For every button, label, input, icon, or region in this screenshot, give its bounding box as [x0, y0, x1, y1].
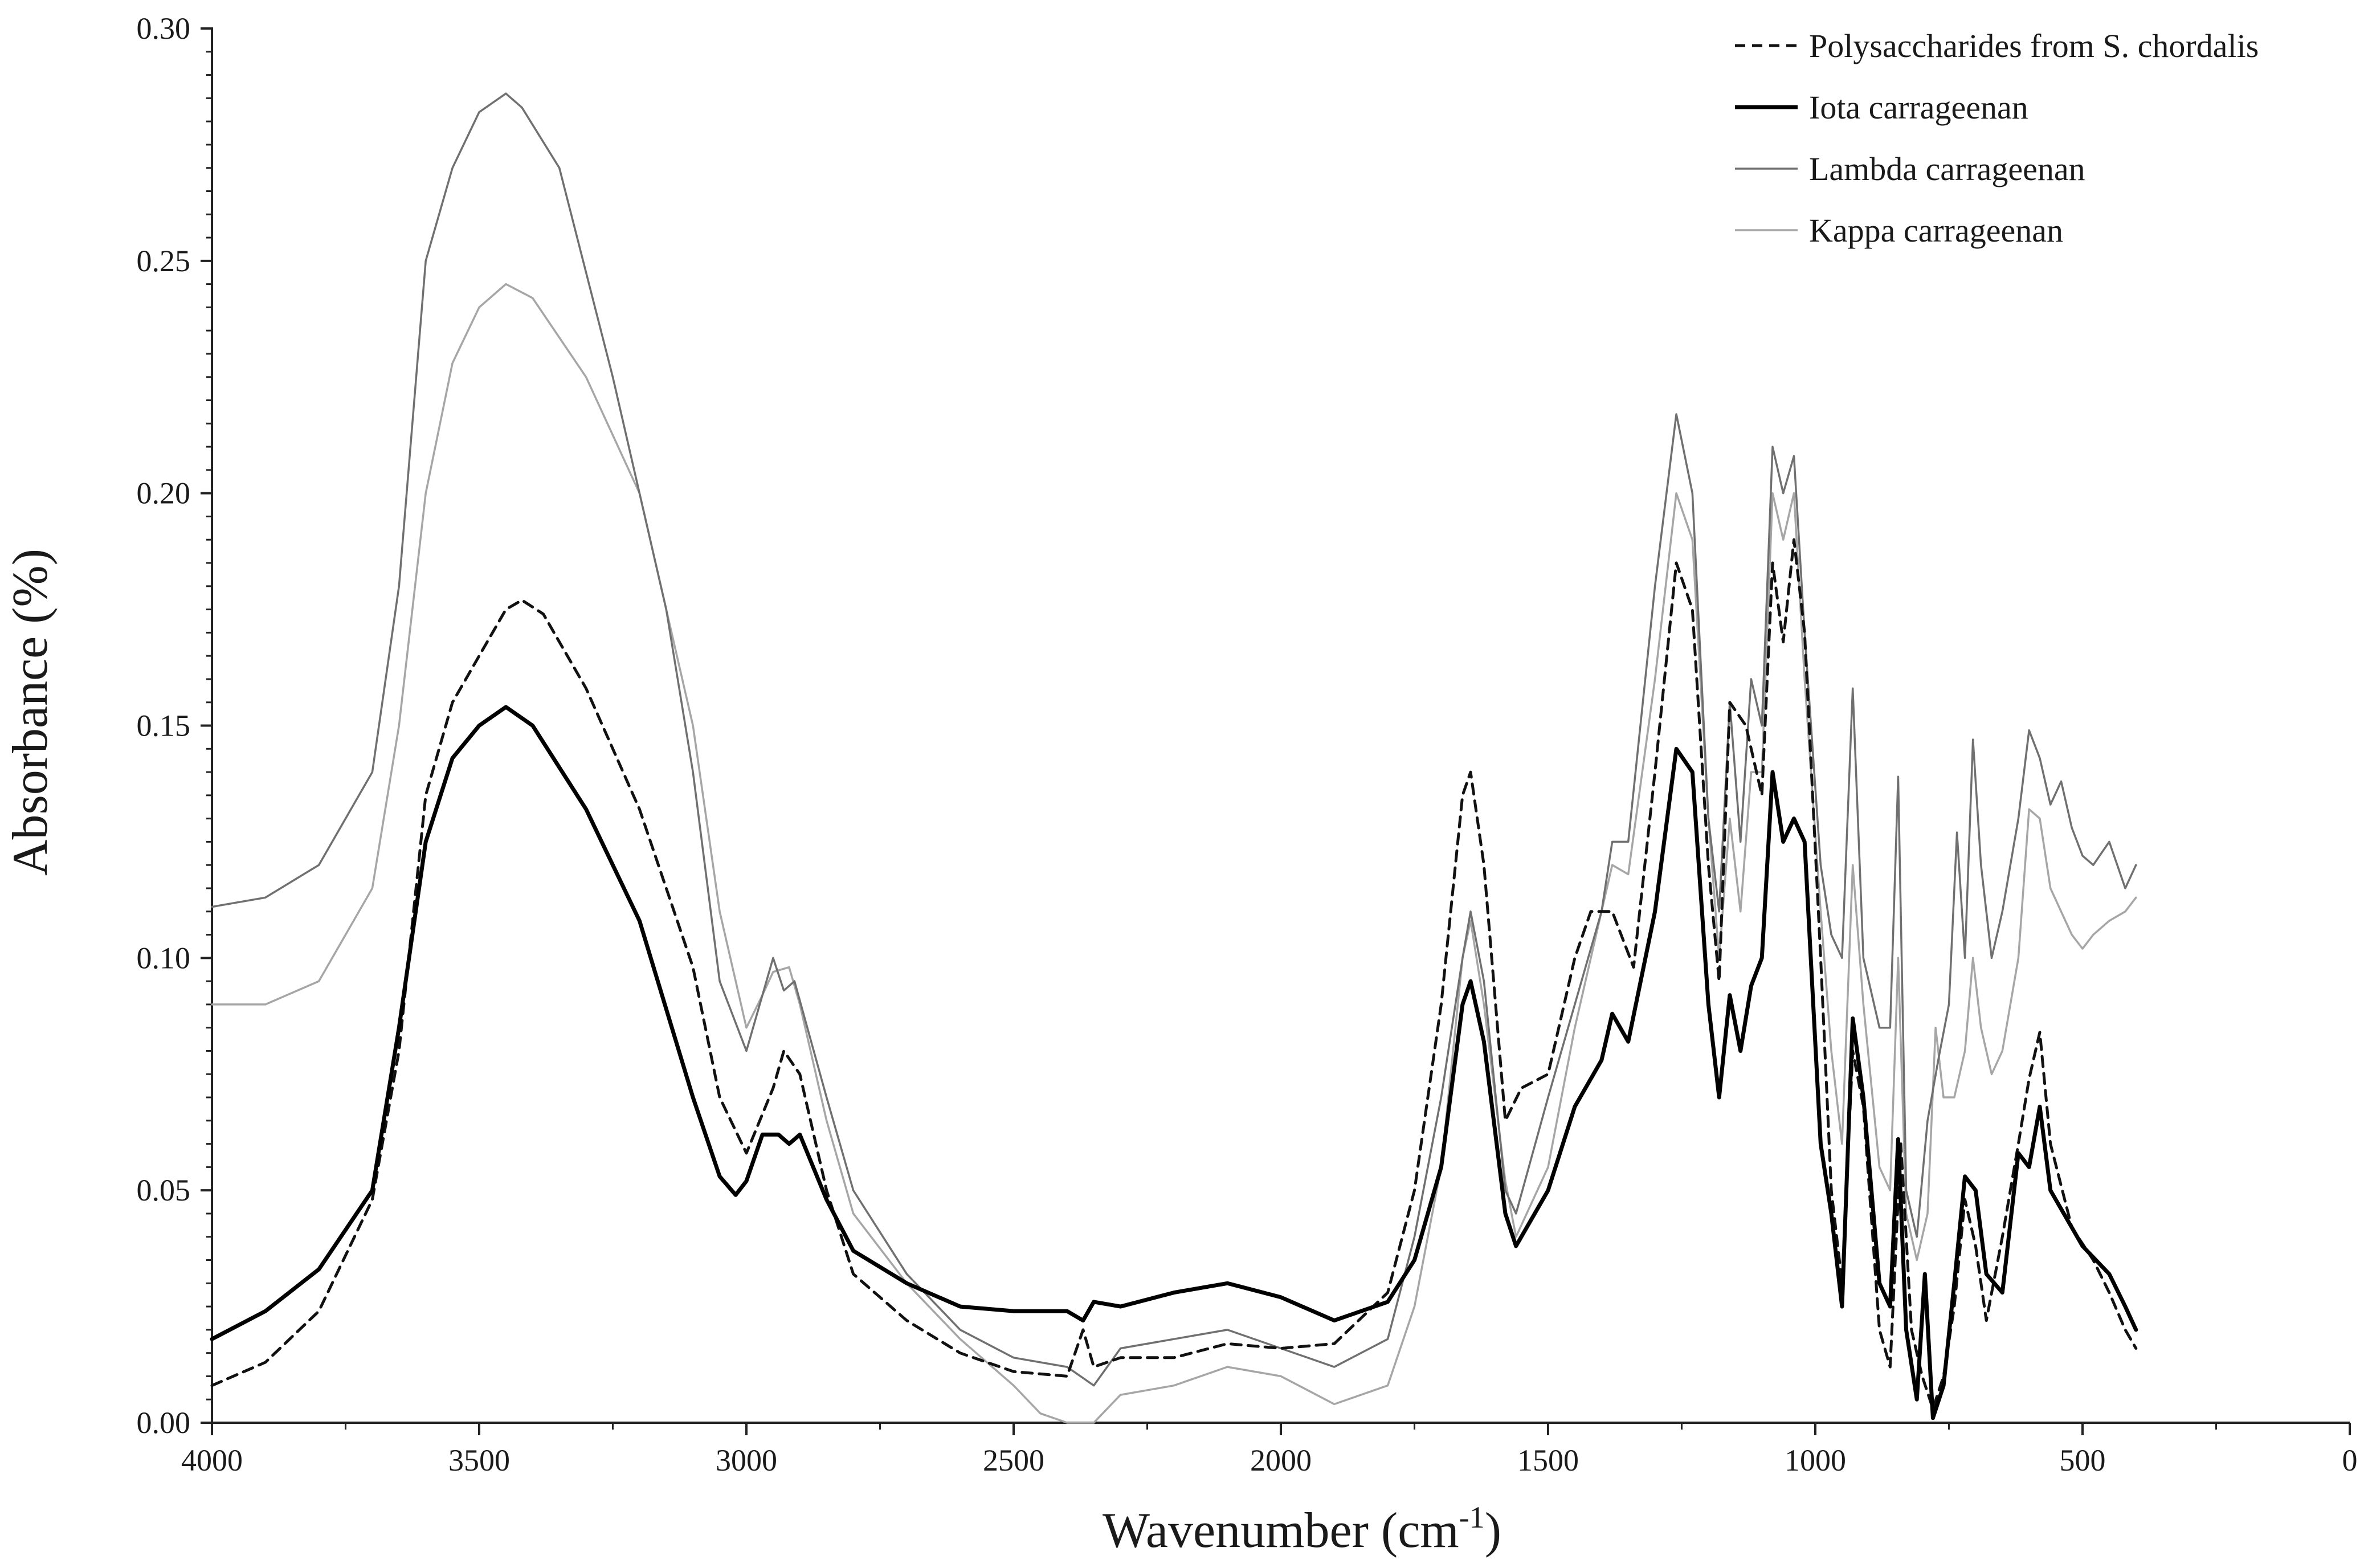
x-axis-ticks: 4000 3500 3000 2500 2000 1500 1000 500 0 [181, 1423, 2358, 1477]
y-tick-label: 0.00 [137, 1406, 191, 1440]
y-axis-title: Absorbance (%) [3, 549, 58, 876]
y-axis-ticks: 0.00 0.05 0.10 0.15 0.20 0.25 0.30 [137, 11, 212, 1440]
y-tick-label: 0.20 [137, 476, 191, 511]
legend: Polysaccharides from S. chordalis Iota ca… [1735, 27, 2259, 249]
x-axis-title-close: ) [1485, 1503, 1501, 1558]
legend-label: Lambda carrageenan [1809, 150, 2085, 187]
x-tick-label: 2000 [1250, 1443, 1312, 1477]
x-tick-label: 3000 [716, 1443, 777, 1477]
y-tick-label: 0.25 [137, 244, 191, 278]
y-tick-label: 0.30 [137, 11, 191, 46]
legend-label: Kappa carrageenan [1809, 212, 2063, 249]
x-tick-label: 1000 [1785, 1443, 1846, 1477]
legend-label: Polysaccharides from S. chordalis [1809, 27, 2259, 64]
x-axis-title-main: Wavenumber (cm [1103, 1503, 1459, 1558]
x-tick-label: 1500 [1517, 1443, 1579, 1477]
x-tick-label: 4000 [181, 1443, 243, 1477]
y-tick-label: 0.10 [137, 941, 191, 975]
x-tick-label: 2500 [983, 1443, 1044, 1477]
y-tick-label: 0.15 [137, 709, 191, 743]
x-axis-title-superscript: -1 [1459, 1500, 1485, 1534]
x-tick-label: 3500 [448, 1443, 510, 1477]
series-lines [210, 92, 2138, 1424]
series-line-kappa-carrageenan [211, 283, 2137, 1424]
x-tick-label: 0 [2342, 1443, 2358, 1477]
series-line-lambda-carrageenan [211, 92, 2137, 1387]
series-line-iota-carrageenan [210, 705, 2138, 1420]
x-axis-title: Wavenumber (cm-1) [1103, 1500, 1501, 1558]
legend-label: Iota carrageenan [1809, 89, 2028, 126]
y-tick-label: 0.05 [137, 1173, 191, 1207]
x-tick-label: 500 [2060, 1443, 2106, 1477]
